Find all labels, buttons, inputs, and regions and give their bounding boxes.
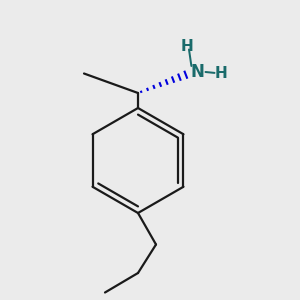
Text: H: H (181, 39, 194, 54)
Text: N: N (190, 63, 204, 81)
Text: H: H (214, 66, 227, 81)
